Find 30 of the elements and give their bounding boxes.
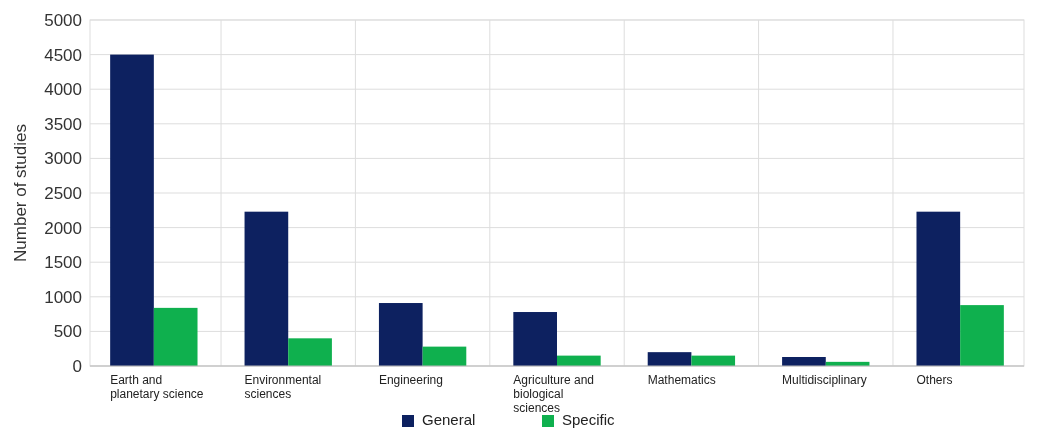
bar — [422, 346, 467, 366]
x-tick-label: Others — [916, 373, 953, 387]
x-tick-label: Environmental sciences — [244, 373, 322, 401]
y-tick-label: 5000 — [44, 10, 82, 30]
y-axis-title: Number of studies — [11, 124, 30, 262]
y-tick-label: 1000 — [44, 287, 82, 307]
bar — [110, 54, 154, 366]
bar — [244, 211, 289, 366]
bar — [782, 357, 826, 366]
x-tick-label: Engineering — [378, 373, 443, 387]
x-tick-label: Earth and planetary science — [110, 373, 204, 401]
y-tick-label: 2000 — [44, 218, 82, 238]
bar — [647, 352, 692, 366]
legend-label: General — [422, 411, 476, 428]
y-tick-label: 2500 — [44, 183, 82, 203]
y-tick-label: 500 — [53, 322, 82, 342]
bar — [513, 312, 557, 366]
bar — [153, 307, 198, 366]
y-tick-label: 4000 — [44, 80, 82, 100]
y-tick-label: 1500 — [44, 253, 82, 273]
x-tick-label: Multidisciplinary — [782, 373, 867, 387]
y-tick-label: 0 — [72, 356, 82, 376]
bar — [378, 303, 423, 366]
bar — [288, 338, 332, 366]
x-tick-label: Mathematics — [647, 373, 716, 387]
y-tick-label: 3500 — [44, 114, 82, 134]
y-tick-label: 3000 — [44, 149, 82, 169]
bar — [960, 305, 1004, 366]
bar — [916, 211, 961, 366]
y-tick-label: 4500 — [44, 45, 82, 65]
